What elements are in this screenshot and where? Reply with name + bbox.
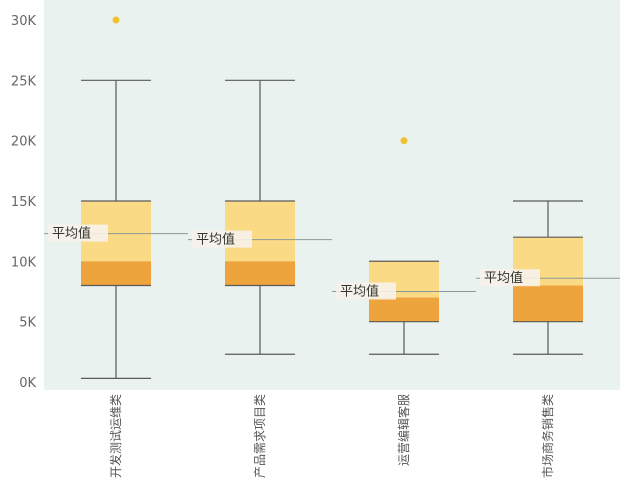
box-lower: [513, 285, 583, 322]
x-category-label: 产品需求项目类: [253, 394, 267, 478]
y-tick-label: 25K: [11, 74, 37, 89]
x-axis: 开发测试运维类 产品需求项目类 运营编辑客服 市场商务销售类: [108, 394, 555, 478]
mean-label-bg: [336, 282, 396, 300]
x-category-label: 开发测试运维类: [108, 394, 123, 478]
y-axis: 0K 5K 10K 15K 20K 25K 30K: [11, 14, 37, 391]
box-lower: [369, 297, 439, 322]
mean-label: 平均值: [484, 270, 523, 286]
x-category-label: 市场商务销售类: [540, 394, 555, 478]
outlier-point: [112, 16, 120, 24]
y-tick-label: 5K: [19, 316, 36, 331]
box-lower: [225, 261, 295, 286]
box-group: 平均值: [188, 79, 332, 355]
mean-label-bg: [480, 269, 540, 287]
y-tick-label: 30K: [11, 14, 37, 29]
box-group: 平均值: [332, 137, 476, 355]
box-group: 平均值: [476, 200, 620, 355]
y-tick-label: 10K: [11, 255, 37, 270]
mean-label: 平均值: [340, 284, 379, 300]
mean-label: 平均值: [196, 232, 235, 248]
y-tick-label: 0K: [19, 376, 36, 391]
plot-background: [44, 0, 620, 390]
outlier-point: [400, 137, 408, 145]
box-lower: [81, 261, 151, 286]
mean-label: 平均值: [52, 226, 91, 242]
box-group: 平均值: [44, 16, 188, 379]
mean-label-bg: [192, 230, 252, 248]
y-tick-label: 15K: [11, 195, 37, 210]
mean-label-bg: [48, 224, 108, 242]
y-tick-label: 20K: [11, 135, 37, 150]
x-category-label: 运营编辑客服: [396, 394, 411, 466]
